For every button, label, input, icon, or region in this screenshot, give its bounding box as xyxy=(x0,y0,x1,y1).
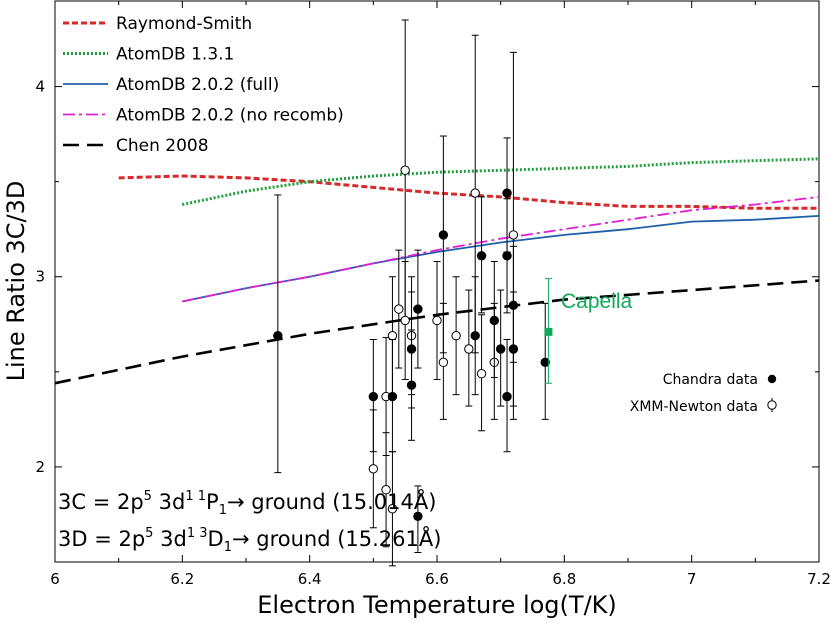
xmm-legend-label: XMM-Newton data xyxy=(630,399,758,415)
xmm-point xyxy=(368,464,379,474)
annotation-3d-sup1: 5 xyxy=(145,526,153,541)
annotation-3d-suffix: → ground (15.261Å) xyxy=(232,525,441,551)
chandra-point xyxy=(476,251,487,261)
chandra-point xyxy=(387,391,398,402)
xmm-point xyxy=(451,330,461,341)
xmm-point xyxy=(438,357,449,368)
xmm-point xyxy=(432,315,442,326)
axis-ticks xyxy=(54,1,820,563)
capella-label: Capella xyxy=(561,290,633,313)
annotation-3c-sup1: 5 xyxy=(144,489,152,504)
data-points xyxy=(273,19,553,567)
x-tick-label: 6.8 xyxy=(552,570,576,588)
chandra-point xyxy=(502,188,512,198)
annotation-3c-term: P xyxy=(206,490,219,514)
annotation-3c-sub: 1 xyxy=(219,503,227,518)
chandra-point xyxy=(470,330,480,341)
chandra-point xyxy=(489,315,499,326)
xmm-point xyxy=(394,304,404,314)
chandra-legend-label: Chandra data xyxy=(663,372,758,388)
annotation-3d-term: D xyxy=(208,527,224,551)
annotation-3c-prefix: 3C = 2p xyxy=(58,490,144,514)
legend: Raymond-Smith AtomDB 1.3.1 AtomDB 2.0.2 (f… xyxy=(63,14,344,156)
annotation-3d-sup2: 1 3 xyxy=(187,526,208,541)
xmm-point xyxy=(508,230,519,240)
chandra-point xyxy=(502,391,512,402)
x-axis-title: Electron Temperature log(T/K) xyxy=(257,591,617,619)
annotation-3d-prefix: 3D = 2p xyxy=(58,527,145,551)
y-axis-title: Line Ratio 3C/3D xyxy=(2,181,30,382)
chandra-point xyxy=(413,511,423,522)
transition-annotations: 3C = 2p5 3d1 1P1→ ground (15.014Å) 3D = … xyxy=(58,488,441,555)
annotation-3d-sub: 1 xyxy=(224,540,232,555)
legend-label: AtomDB 1.3.1 xyxy=(116,45,234,65)
xmm-point xyxy=(381,485,391,495)
x-tick-label: 6.4 xyxy=(298,570,322,588)
chandra-legend-marker xyxy=(767,374,777,384)
marker-legend: Chandra data XMM-Newton data xyxy=(630,372,777,415)
y-tick-label: 4 xyxy=(35,78,45,96)
y-tick-label: 3 xyxy=(35,268,45,286)
x-tick-label: 6.2 xyxy=(170,570,194,588)
x-tick-label: 6.6 xyxy=(425,570,449,588)
xmm-point xyxy=(400,315,410,326)
series-line xyxy=(118,174,819,210)
xmm-point xyxy=(387,504,398,514)
legend-label: Chen 2008 xyxy=(116,136,209,156)
chandra-point xyxy=(502,251,512,261)
chandra-point xyxy=(438,230,449,240)
chandra-point xyxy=(540,357,550,368)
xmm-point xyxy=(400,165,410,175)
xmm-point xyxy=(387,330,398,341)
xmm-point xyxy=(470,188,480,198)
chandra-point xyxy=(495,344,506,354)
annotation-3d-mid: 3d xyxy=(153,527,186,551)
x-tick-label: 7.2 xyxy=(807,570,830,588)
chandra-point xyxy=(273,330,283,341)
xmm-legend-marker xyxy=(767,400,777,410)
chandra-point xyxy=(413,304,423,314)
series-line xyxy=(181,157,820,206)
chandra-point xyxy=(368,391,379,402)
tick-labels: 6 6.2 6.4 6.6 6.8 7 7.2 2 3 4 xyxy=(35,78,830,588)
legend-label: AtomDB 2.0.2 (no recomb) xyxy=(116,106,344,126)
x-tick-label: 6 xyxy=(50,570,60,588)
series-line xyxy=(182,196,820,303)
x-tick-label: 7 xyxy=(687,570,697,588)
annotation-3d: 3D = 2p5 3d1 3D1→ ground (15.261Å) xyxy=(58,525,441,555)
capella-point xyxy=(544,327,553,336)
annotation-3c-suffix: → ground (15.014Å) xyxy=(227,488,436,514)
y-tick-label: 2 xyxy=(35,458,45,476)
chandra-point xyxy=(406,380,417,390)
chandra-point xyxy=(508,344,519,354)
annotation-3c-sup2: 1 1 xyxy=(185,489,206,504)
annotation-3c: 3C = 2p5 3d1 1P1→ ground (15.014Å) xyxy=(58,488,436,518)
xmm-point xyxy=(464,344,474,354)
legend-label: Raymond-Smith xyxy=(116,14,252,34)
annotation-3c-mid: 3d xyxy=(152,490,185,514)
legend-label: AtomDB 2.0.2 (full) xyxy=(116,75,279,95)
xmm-point xyxy=(476,369,487,379)
